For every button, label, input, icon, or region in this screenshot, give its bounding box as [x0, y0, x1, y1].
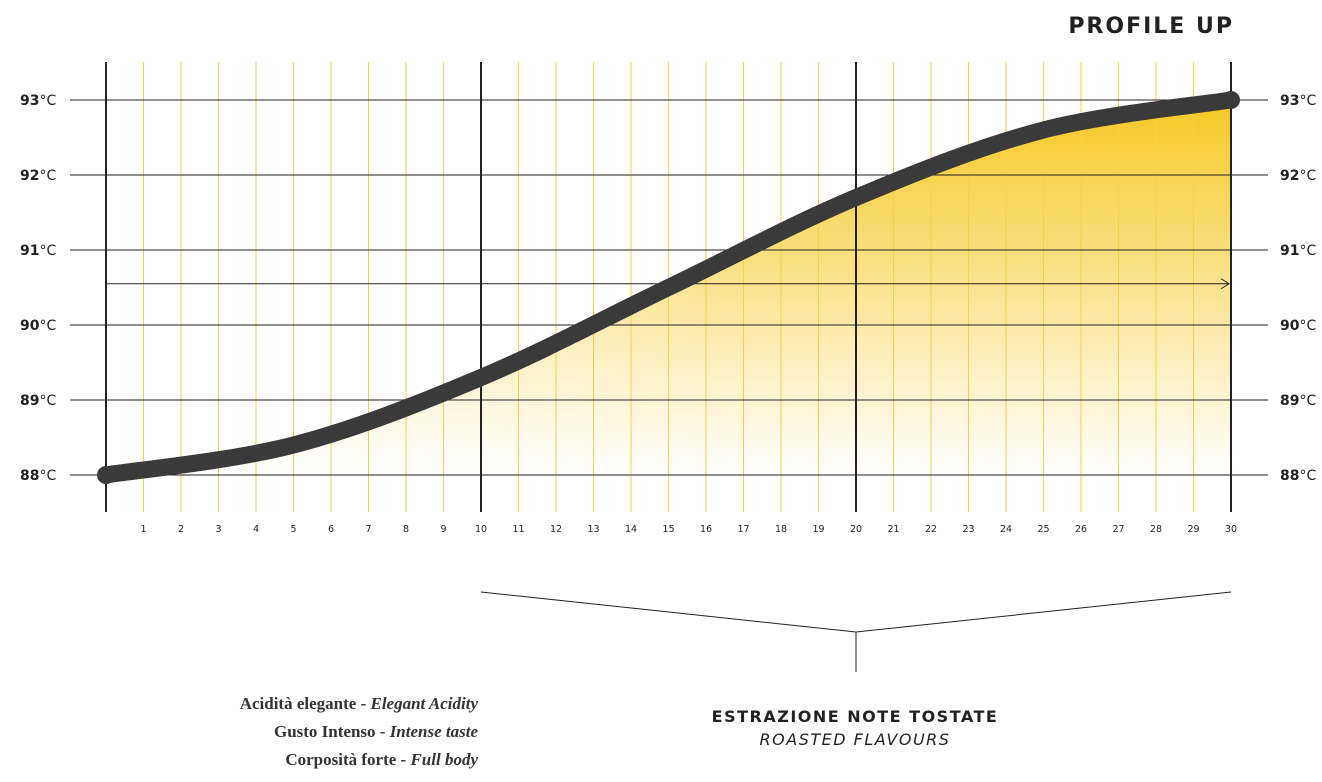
x-tick-label: 20: [850, 524, 862, 535]
x-tick-label: 17: [737, 524, 749, 535]
x-tick-label: 29: [1187, 524, 1199, 535]
extraction-bracket: [480, 591, 1232, 633]
arrow-head-icon: [1220, 278, 1230, 290]
note-en: Full body: [410, 750, 478, 769]
x-tick-label: 7: [365, 524, 371, 535]
note-item: Gusto Intenso - Intense taste: [0, 718, 478, 746]
y-tick-label: 89°C: [20, 393, 56, 409]
x-tick-label: 15: [662, 524, 674, 535]
extraction-subtitle: ROASTED FLAVOURS: [759, 730, 951, 749]
temperature-curve: [97, 91, 1240, 484]
x-tick-label: 2: [178, 524, 184, 535]
x-tick-label: 9: [440, 524, 446, 535]
note-it: Acidità elegante -: [239, 694, 371, 713]
note-item: Corposità forte - Full body: [0, 746, 478, 774]
x-tick-label: 26: [1075, 524, 1087, 535]
x-tick-label: 13: [587, 524, 599, 535]
y-tick-label: 93°C: [1280, 93, 1316, 109]
y-tick-label: 88°C: [1280, 468, 1316, 484]
curve-end-point: [1222, 91, 1240, 109]
x-tick-label: 18: [775, 524, 787, 535]
y-tick-label: 91°C: [1280, 243, 1316, 259]
y-tick-label: 93°C: [20, 93, 56, 109]
x-tick-label: 14: [625, 524, 637, 535]
y-tick-label: 89°C: [1280, 393, 1316, 409]
note-en: Elegant Acidity: [370, 694, 478, 713]
x-tick-label: 28: [1150, 524, 1162, 535]
x-tick-label: 21: [887, 524, 899, 535]
y-tick-label: 91°C: [20, 243, 56, 259]
extraction-label: ESTRAZIONE NOTE TOSTATE ROASTED FLAVOURS: [580, 707, 1130, 749]
note-en: Intense taste: [389, 722, 478, 741]
x-tick-label: 23: [962, 524, 974, 535]
x-tick-label: 30: [1225, 524, 1237, 535]
x-tick-label: 5: [290, 524, 296, 535]
x-tick-label: 25: [1037, 524, 1049, 535]
chart-title: PROFILE UP: [1068, 14, 1234, 39]
x-tick-label: 4: [253, 524, 259, 535]
y-tick-label: 92°C: [1280, 168, 1316, 184]
y-tick-label: 92°C: [20, 168, 56, 184]
note-item: Acidità elegante - Elegant Acidity: [0, 690, 478, 718]
x-tick-label: 3: [215, 524, 221, 535]
y-tick-label: 90°C: [20, 318, 56, 334]
x-tick-label: 12: [550, 524, 562, 535]
x-tick-label: 19: [812, 524, 824, 535]
x-tick-label: 27: [1112, 524, 1124, 535]
x-tick-label: 24: [1000, 524, 1012, 535]
y-tick-label: 90°C: [1280, 318, 1316, 334]
y-tick-label: 88°C: [20, 468, 56, 484]
note-it: Gusto Intenso -: [273, 722, 390, 741]
x-tick-label: 16: [700, 524, 712, 535]
x-tick-label: 8: [403, 524, 409, 535]
x-tick-label: 22: [925, 524, 937, 535]
note-it: Corposità forte -: [285, 750, 411, 769]
x-tick-label: 11: [512, 524, 524, 535]
taste-notes: Acidità elegante - Elegant Acidity Gusto…: [0, 690, 478, 774]
x-tick-label: 1: [140, 524, 146, 535]
x-tick-label: 6: [328, 524, 334, 535]
extraction-title: ESTRAZIONE NOTE TOSTATE: [711, 707, 999, 726]
x-tick-label: 10: [475, 524, 487, 535]
curve-start-point: [97, 466, 115, 484]
